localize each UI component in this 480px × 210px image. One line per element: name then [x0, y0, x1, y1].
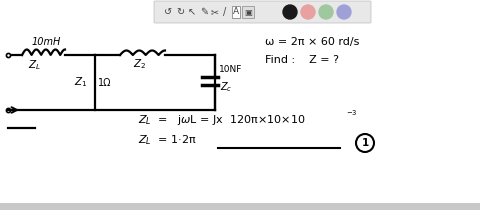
Text: $Z_L$: $Z_L$: [28, 58, 41, 72]
Text: ✎: ✎: [200, 7, 208, 17]
FancyBboxPatch shape: [242, 6, 254, 18]
Text: Find :    Z = ?: Find : Z = ?: [265, 55, 339, 65]
Text: ↖: ↖: [188, 7, 196, 17]
Circle shape: [319, 5, 333, 19]
Text: $Z_2$: $Z_2$: [133, 57, 146, 71]
FancyBboxPatch shape: [154, 1, 371, 23]
Circle shape: [301, 5, 315, 19]
Text: 1Ω: 1Ω: [98, 77, 111, 88]
Text: $Z_c$: $Z_c$: [220, 80, 232, 94]
Text: ↻: ↻: [176, 7, 184, 17]
Text: ▣: ▣: [244, 8, 252, 17]
Text: ✂: ✂: [211, 7, 219, 17]
Text: 10mH: 10mH: [32, 37, 61, 47]
Text: $Z_L$  =   j$\omega$L = Jx  120π×10×10: $Z_L$ = j$\omega$L = Jx 120π×10×10: [138, 113, 306, 127]
FancyBboxPatch shape: [0, 203, 480, 210]
Text: 1: 1: [361, 139, 369, 148]
Circle shape: [356, 134, 374, 152]
Text: ω = 2π × 60 rd/s: ω = 2π × 60 rd/s: [265, 37, 360, 47]
Circle shape: [283, 5, 297, 19]
Text: $Z_1$: $Z_1$: [74, 76, 87, 89]
Text: ↺: ↺: [164, 7, 172, 17]
Text: 10NF: 10NF: [219, 66, 242, 75]
Text: A: A: [233, 8, 239, 17]
Text: $^{-3}$: $^{-3}$: [346, 110, 358, 120]
Text: $Z_L$  = 1·2π: $Z_L$ = 1·2π: [138, 133, 196, 147]
Text: /: /: [223, 7, 227, 17]
Circle shape: [337, 5, 351, 19]
